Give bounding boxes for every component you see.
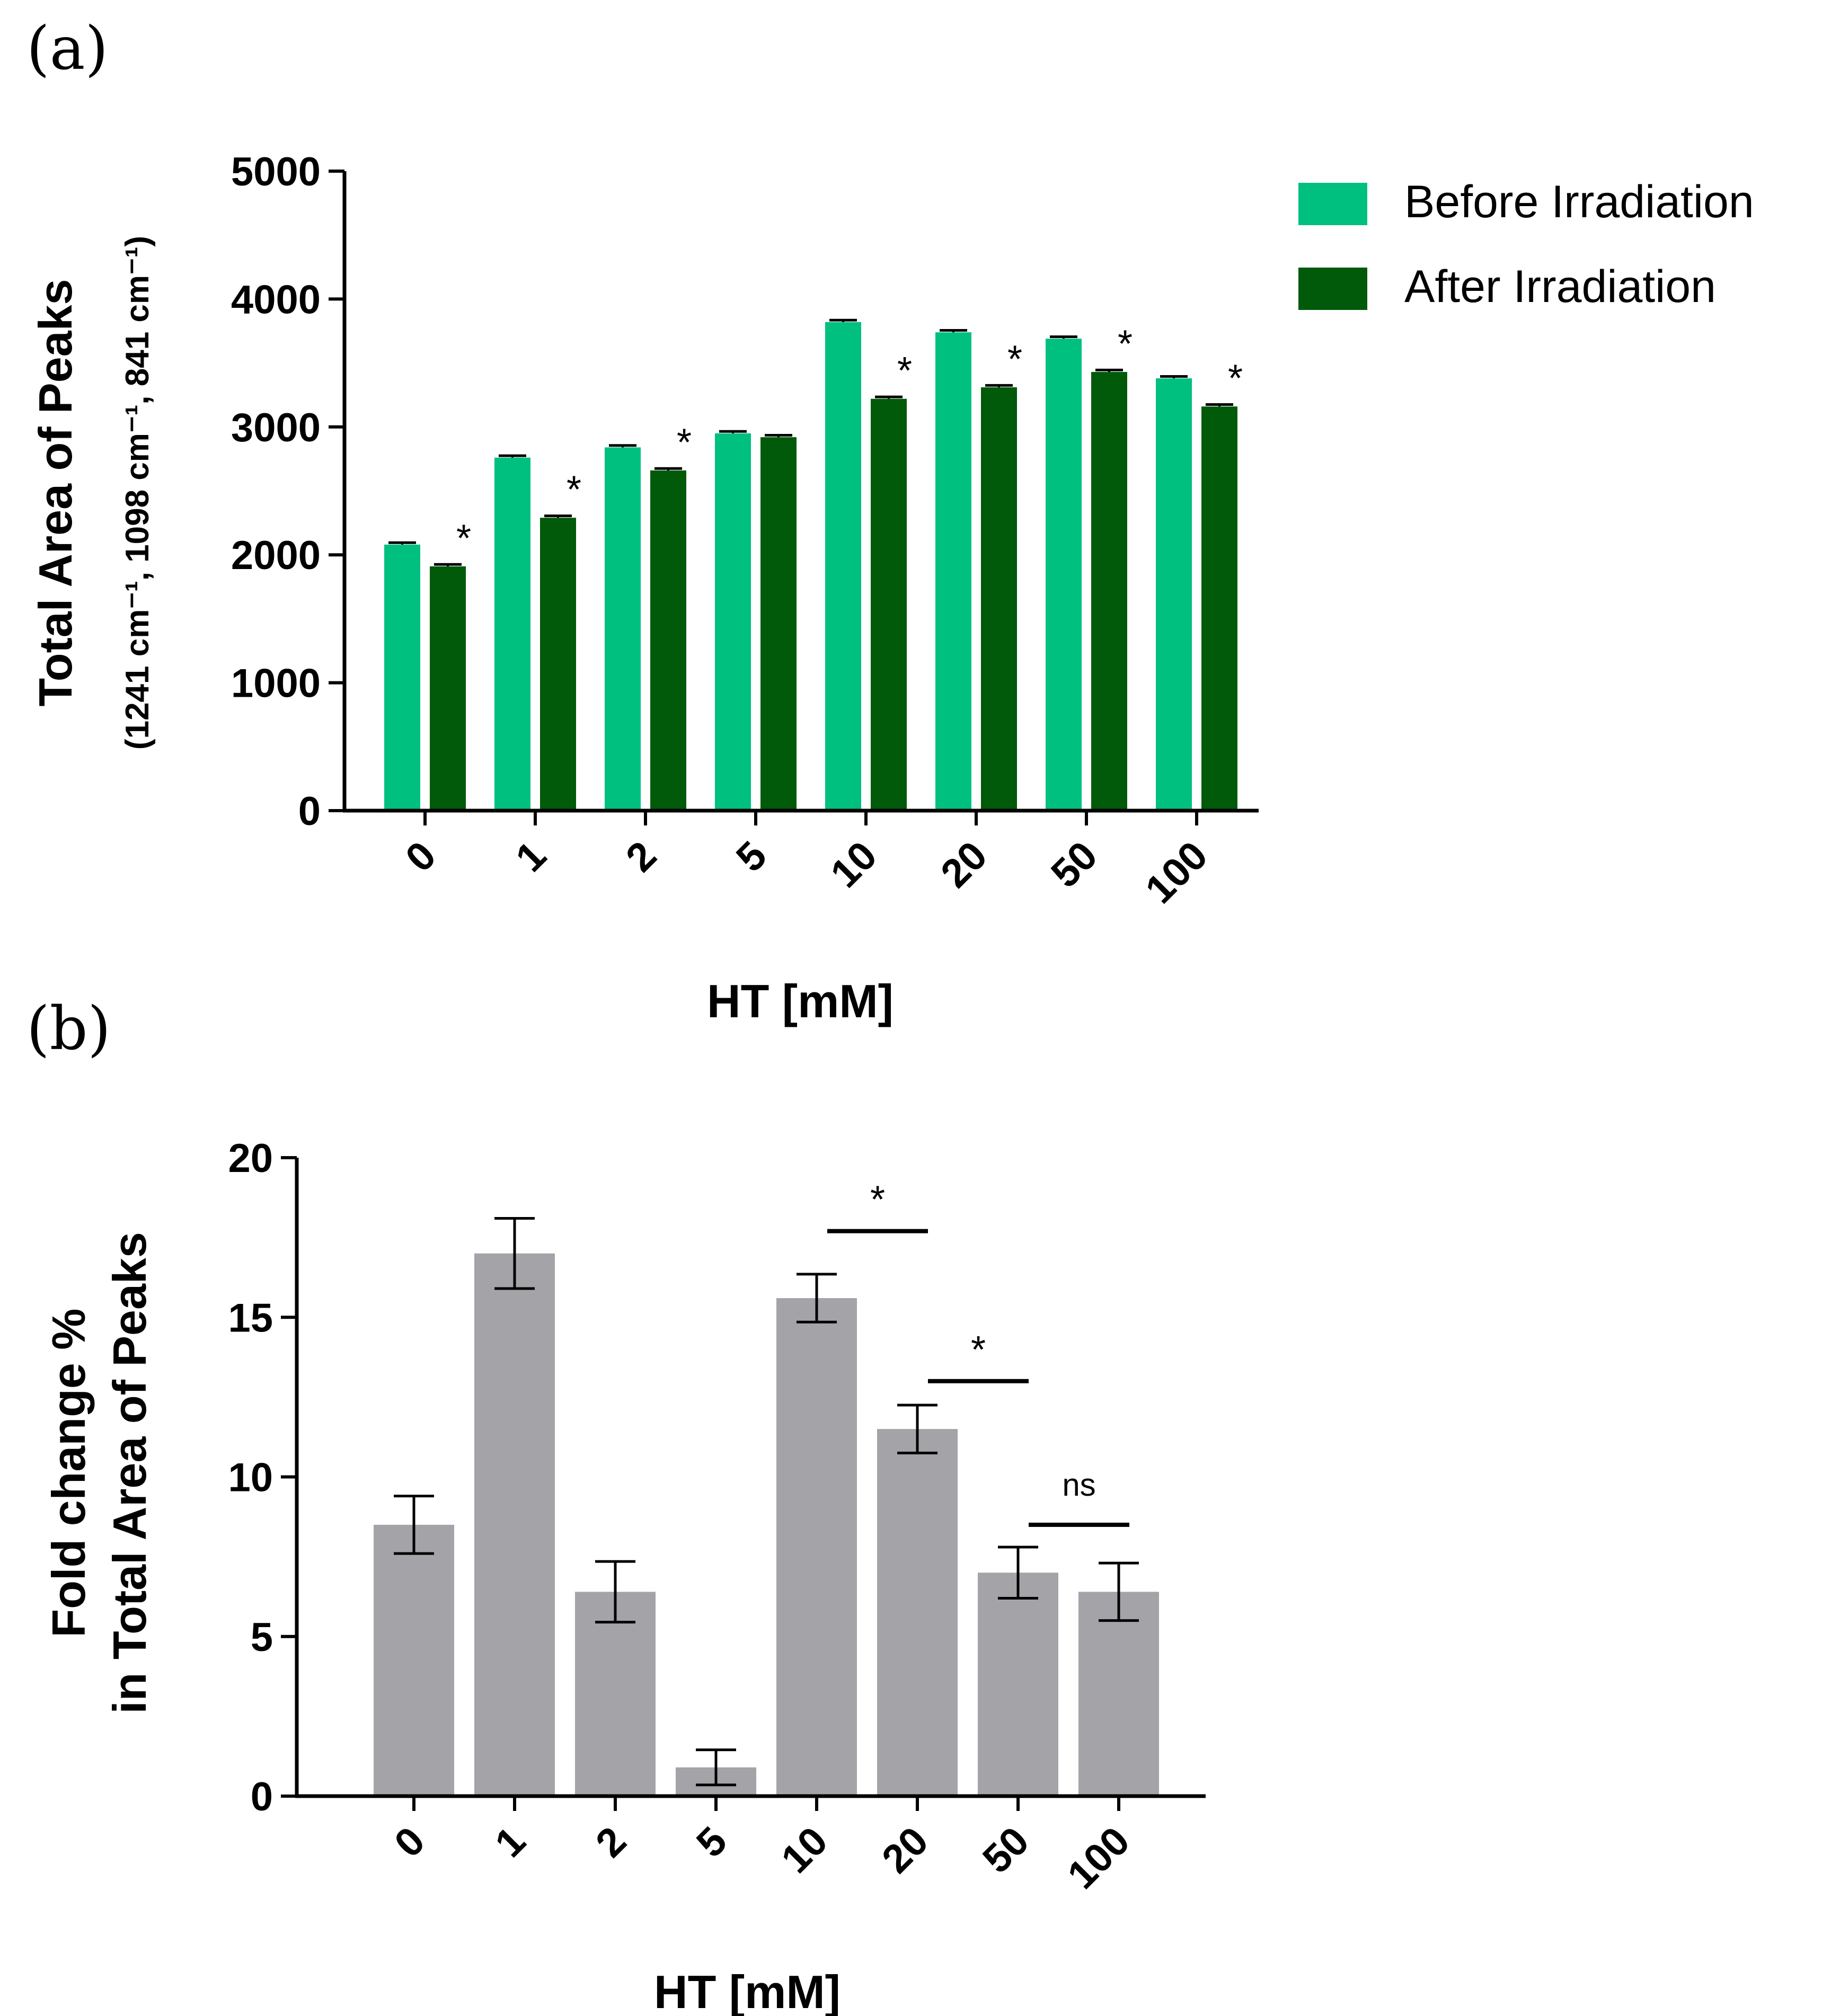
bar-after-100: [1201, 406, 1237, 811]
x-tick-label-1: 1: [507, 833, 555, 881]
comparison-label-50-100: ns: [1062, 1467, 1095, 1503]
chart-a-bars: * * * * * * *: [384, 318, 1243, 811]
x-tick-label-0: 0: [386, 1818, 434, 1866]
chart-b-bars: [374, 1216, 1159, 1796]
bar-before-100: [1156, 378, 1192, 811]
significance-marker-10: *: [897, 350, 912, 392]
x-tick-label-100: 100: [1137, 833, 1216, 912]
significance-marker-50: *: [1118, 323, 1133, 365]
x-tick-label-2: 2: [617, 833, 665, 881]
y-tick-label-20: 20: [228, 1136, 273, 1181]
y-tick-label-1000: 1000: [231, 661, 321, 706]
bar-1: [474, 1253, 555, 1796]
bar-20: [877, 1429, 958, 1796]
y-tick-label-3000: 3000: [231, 405, 321, 450]
bar-after-0: [430, 566, 466, 811]
significance-marker-100: *: [1228, 358, 1243, 400]
bar-50: [978, 1573, 1058, 1796]
x-tick-label-100: 100: [1059, 1818, 1138, 1898]
bar-before-2: [605, 447, 641, 811]
bar-before-0: [384, 544, 420, 811]
bar-after-20: [981, 387, 1017, 811]
bar-after-1: [540, 518, 576, 811]
x-tick-label-10: 10: [773, 1818, 836, 1882]
chart-b-xlabel: HT [mM]: [654, 1966, 841, 2016]
bar-before-5: [715, 433, 751, 811]
chart-a-xlabel: HT [mM]: [707, 975, 894, 1027]
legend-label-before: Before Irradiation: [1404, 176, 1754, 227]
y-tick-label-0: 0: [298, 789, 321, 834]
bar-before-10: [825, 322, 861, 811]
bar-10: [776, 1298, 857, 1796]
chart-a: **** * ** 0 1 2 5 10 20 50 1000100020003000400050…: [29, 149, 1754, 1027]
significance-marker-1: *: [567, 469, 581, 511]
chart-a-ylabel-sub: (1241 cm⁻¹, 1098 cm⁻¹, 841 cm⁻¹): [119, 236, 156, 750]
bar-before-20: [935, 332, 971, 811]
chart-b: 0 1 2 5 10 20 50 100 0 5 10 15 20 * * ns Fold change %…: [42, 1136, 1206, 2016]
bar-after-10: [871, 398, 907, 811]
bar-100: [1078, 1592, 1159, 1796]
bar-0: [374, 1524, 454, 1796]
y-tick-label-2000: 2000: [231, 533, 321, 578]
x-tick-label-10: 10: [822, 833, 886, 896]
comparison-label-10-20: *: [870, 1179, 885, 1221]
significance-marker-0: *: [456, 517, 471, 559]
x-tick-label-2: 2: [587, 1818, 635, 1866]
chart-b-comparisons: * * ns: [827, 1179, 1129, 1527]
chart-a-ylabel: Total Area of Peaks: [29, 279, 82, 707]
significance-marker-20: *: [1007, 338, 1022, 380]
y-tick-label-10: 10: [228, 1455, 273, 1500]
bar-after-5: [760, 437, 797, 811]
legend-swatch-before: [1298, 183, 1367, 225]
x-tick-label-20: 20: [873, 1818, 937, 1882]
x-tick-label-50: 50: [974, 1818, 1038, 1882]
legend-swatch-after: [1298, 268, 1367, 310]
x-tick-label-1: 1: [487, 1818, 534, 1866]
bar-2: [575, 1592, 656, 1796]
x-tick-label-5: 5: [688, 1818, 736, 1866]
x-tick-label-0: 0: [397, 833, 445, 881]
comparison-label-20-50: *: [971, 1329, 986, 1371]
chart-b-ylabel-line1: Fold change %: [42, 1309, 95, 1638]
y-tick-label-0: 0: [251, 1774, 273, 1819]
x-tick-label-20: 20: [932, 833, 996, 896]
x-tick-label-5: 5: [728, 833, 775, 881]
bar-before-50: [1046, 339, 1082, 811]
bar-after-50: [1091, 371, 1127, 811]
bar-after-2: [650, 470, 686, 811]
legend-label-after: After Irradiation: [1404, 261, 1716, 312]
panel-a-label: (a): [26, 14, 108, 83]
y-tick-label-15: 15: [228, 1295, 273, 1340]
bar-before-1: [494, 457, 530, 811]
y-tick-label-5000: 5000: [231, 149, 321, 194]
chart-b-ylabel-line2: in Total Area of Peaks: [103, 1232, 156, 1714]
y-tick-label-4000: 4000: [231, 277, 321, 322]
significance-marker-2: *: [677, 421, 692, 464]
y-tick-label-5: 5: [251, 1615, 273, 1660]
chart-a-legend: Before Irradiation After Irradiation: [1298, 176, 1754, 312]
x-tick-label-50: 50: [1042, 833, 1106, 896]
panel-b-label: (b): [26, 994, 111, 1063]
